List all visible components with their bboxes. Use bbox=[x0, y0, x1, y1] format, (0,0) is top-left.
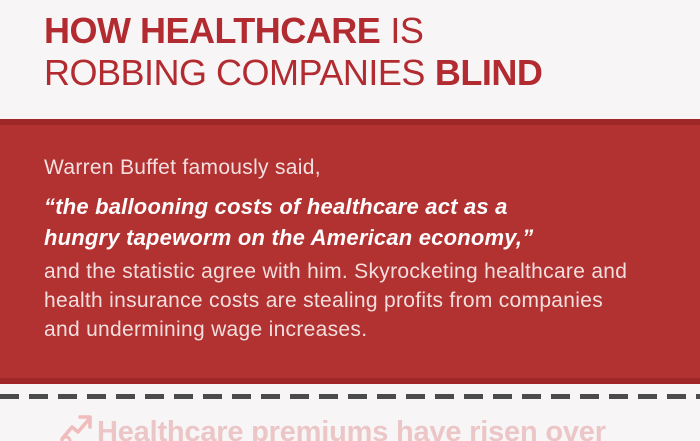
quote-line-2: hungry tapeworm on the American economy,… bbox=[44, 225, 534, 250]
quote-panel: Warren Buffet famously said, “the balloo… bbox=[0, 119, 700, 384]
body-line-2: health insurance costs are stealing prof… bbox=[44, 289, 604, 312]
title-line1-bold: HOW HEALTHCARE bbox=[44, 10, 381, 51]
body-line-1: and the statistic agree with him. Skyroc… bbox=[44, 260, 628, 283]
dashed-divider bbox=[0, 394, 700, 399]
title-line2-regular: ROBBING COMPANIES bbox=[44, 52, 425, 93]
body-line-3: and undermining wage increases. bbox=[44, 318, 368, 341]
title-line-1: HOW HEALTHCARE IS bbox=[44, 10, 542, 52]
quote-intro: Warren Buffet famously said, bbox=[44, 156, 321, 179]
quote-line-1: “the ballooning costs of healthcare act … bbox=[44, 194, 508, 219]
quote-text: “the ballooning costs of healthcare act … bbox=[44, 191, 533, 253]
title-line-2: ROBBING COMPANIES BLIND bbox=[44, 52, 543, 94]
next-section-heading: Healthcare premiums have risen over bbox=[97, 416, 606, 441]
header: HOW HEALTHCARE IS ROBBING COMPANIES BLIND bbox=[0, 0, 700, 119]
quote-body: and the statistic agree with him. Skyroc… bbox=[44, 257, 627, 344]
title-line2-bold: BLIND bbox=[434, 52, 543, 93]
title-line1-regular: IS bbox=[390, 10, 424, 51]
trending-up-icon bbox=[60, 415, 92, 441]
page-title: HOW HEALTHCARE IS ROBBING COMPANIES BLIND bbox=[44, 10, 543, 94]
